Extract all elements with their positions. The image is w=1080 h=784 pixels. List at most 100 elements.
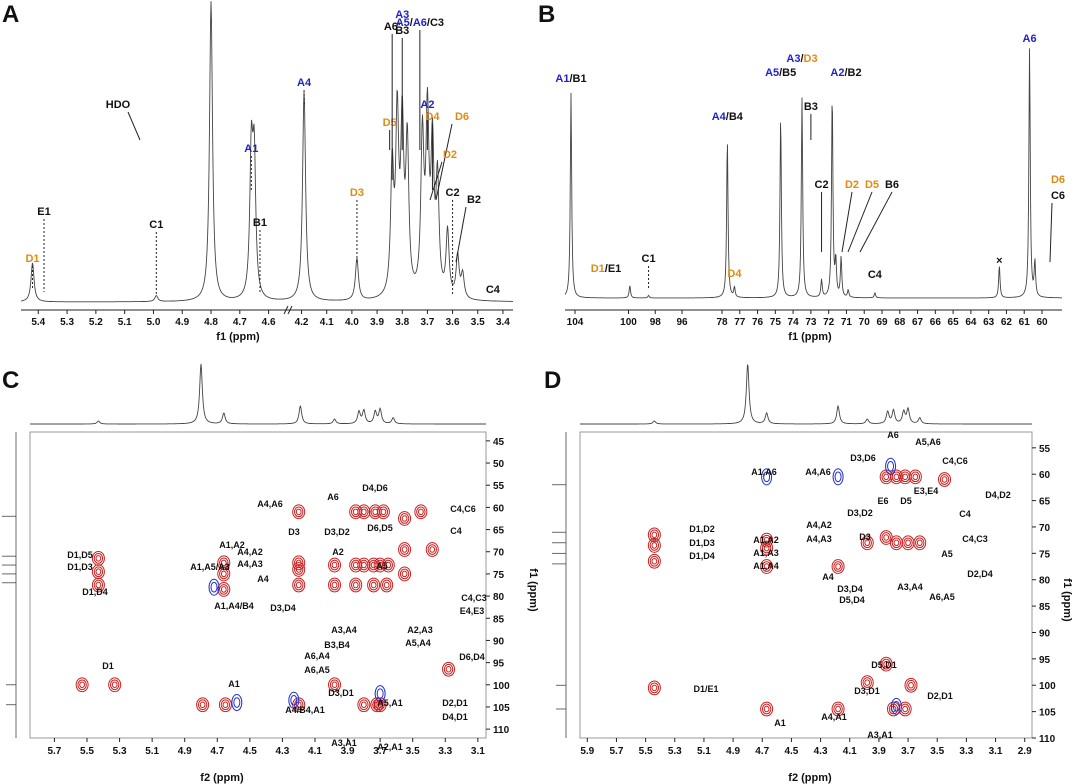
cross-peak-contour [295, 566, 302, 573]
panel-d-label: D [544, 367, 561, 394]
cross-peak-contour [399, 568, 410, 580]
cross-peak-contour [443, 663, 454, 675]
y-tick-label: 70 [1039, 523, 1051, 534]
y-tick-label: 45 [493, 437, 505, 448]
cross-peak-label-a1-a5-a3: A1,A5/A3 [190, 562, 230, 572]
x-tick-label: 4.1 [308, 746, 322, 757]
x-tick-label: 4.8 [204, 317, 218, 328]
cross-peak-contour [295, 508, 302, 516]
peak-label-part: A6' [384, 21, 401, 33]
annotation-leader [429, 161, 443, 201]
cross-peak-label-d1-d3: D1,D3 [689, 538, 715, 548]
cross-peak-contour [331, 681, 338, 689]
cross-peak-label-d6-d5: D6,D5 [367, 523, 393, 533]
cross-peak-contour [331, 561, 338, 569]
x-tick-label: 3.7 [420, 317, 434, 328]
cross-peak-label-d5-d1: D5,D1 [871, 660, 897, 670]
x-tick-label: 5.5 [639, 746, 653, 757]
peak-label-b3: B3 [395, 25, 409, 37]
cross-peak-contour [833, 561, 843, 572]
cross-peak-contour [329, 679, 340, 691]
negative-peak-contour [832, 468, 844, 486]
cross-peak-label-a4-a6: A4,A6 [805, 467, 831, 477]
cross-peak-label-a5: A5 [941, 549, 953, 559]
peak-label-part: A2 [420, 99, 434, 111]
peak-label-part: C1 [642, 253, 656, 265]
panel-b-xlabel: f1 (ppm) [788, 331, 832, 343]
cross-peak-label-d5: D5 [900, 496, 912, 506]
x-tick-label: 3.4 [496, 317, 510, 328]
cross-peak-contour [294, 564, 304, 575]
x-tick-label: 64 [965, 317, 977, 328]
cross-peak-contour [219, 568, 229, 580]
cross-peak-contour [915, 537, 925, 549]
cross-peak-contour [367, 557, 381, 573]
cross-peak-label-a6-a4: A6,A4 [304, 651, 330, 661]
negative-peak-contour [231, 694, 243, 712]
negative-peak-contour [233, 697, 241, 708]
peak-label-a3-d3: A3/D3 [786, 53, 817, 65]
annotation-leader [1049, 202, 1053, 263]
cross-peak-label-d3-d2: D3,D2 [847, 508, 873, 518]
cross-peak-label-a5-a4: A5,A4 [405, 638, 431, 648]
cross-peak-contour [831, 559, 845, 574]
peak-label-d2: D2 [443, 149, 457, 161]
cross-peak-label-a1-a3: A1,A3 [753, 548, 779, 558]
cross-peak-label-a4-a2: A4,A2 [806, 520, 832, 530]
negative-peak-contour [890, 697, 902, 715]
cross-peak-contour [864, 679, 871, 686]
cross-peak-contour [425, 542, 439, 557]
panel-d-ylabel: f1 (ppm) [1061, 578, 1073, 622]
cross-peak-contour [91, 577, 105, 593]
cross-peak-contour [95, 568, 102, 575]
cross-peak-label-a3-a1: A3,A1 [331, 738, 357, 748]
negative-peak-contour [892, 701, 900, 712]
cross-peak-label-a1: A1 [774, 718, 786, 728]
peak-label-part: HDO [106, 99, 131, 111]
cross-peak-contour [359, 506, 369, 518]
cross-peak-contour [385, 561, 392, 569]
cross-peak-contour [429, 546, 436, 553]
cross-peak-contour [860, 675, 874, 691]
cross-peak-contour [360, 508, 367, 516]
cross-peak-contour [359, 559, 369, 571]
cross-peak-label-d2-d4: D2,D4 [967, 569, 993, 579]
cross-peak-label-a6: A6 [327, 492, 339, 502]
x-tick-label: 3.7 [901, 746, 915, 757]
negative-peak-contour [887, 460, 895, 472]
cross-peak-contour [196, 697, 210, 713]
cross-peak-contour [905, 539, 911, 547]
peak-label-e1: E1 [37, 206, 50, 218]
peak-label-part: D2 [845, 179, 859, 191]
cross-peak-label-d3-d4: D3,D4 [270, 603, 296, 613]
x-tick-label: 5.3 [60, 317, 74, 328]
cross-peak-contour [383, 559, 393, 571]
x-tick-label: 5.2 [89, 317, 103, 328]
cross-peak-contour [93, 553, 104, 564]
peak-label-part: D2 [443, 149, 457, 161]
y-tick-label: 65 [493, 526, 505, 537]
cross-peak-contour [651, 684, 658, 692]
negative-peak-contour [288, 691, 300, 709]
peak-label-part: B2 [467, 194, 481, 206]
y-tick-label: 60 [1039, 470, 1051, 481]
x-tick-label: 3.5 [406, 746, 420, 757]
cross-peak-contour [883, 534, 890, 541]
cross-peak-label-a4: A4 [822, 572, 834, 582]
y-tick-label: 65 [1039, 497, 1051, 508]
cross-peak-label-d4-d1: D4,D1 [442, 712, 468, 722]
peak-label-part: D3 [350, 187, 364, 199]
y-tick-label: 105 [493, 703, 510, 714]
peak-label-part: D6 [1051, 174, 1065, 186]
negative-peak-contour [374, 685, 386, 703]
cross-peak-contour [93, 566, 104, 578]
y-tick-label: 55 [1039, 444, 1051, 455]
cross-peak-contour [908, 681, 914, 689]
peak-label-part: × [996, 255, 1002, 267]
panel-b-label: B [538, 1, 555, 28]
cross-peak-label-a1: A1 [228, 679, 240, 689]
peak-label-d1: D1 [25, 253, 39, 265]
cross-peak-contour [401, 515, 408, 522]
cross-peak-label-d2-d1: D2,D1 [927, 691, 953, 701]
cross-peak-contour [380, 577, 394, 593]
